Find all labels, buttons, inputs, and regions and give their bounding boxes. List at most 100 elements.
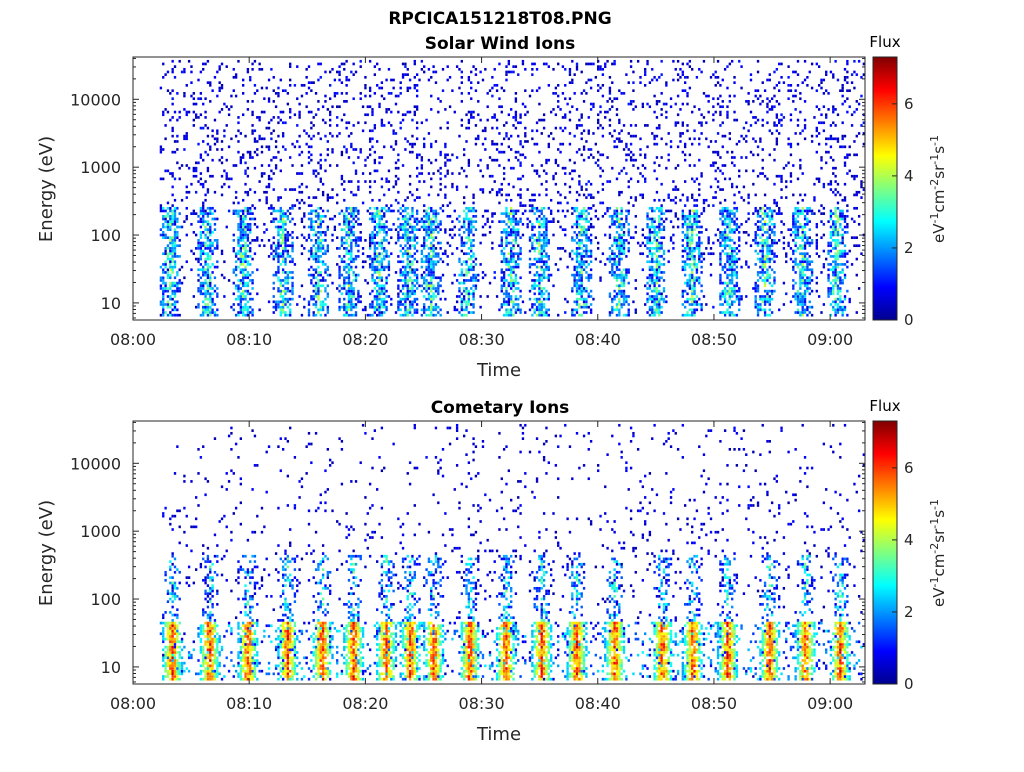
spectrogram-cell: [498, 105, 501, 109]
spectrogram-cell: [300, 198, 304, 202]
spectrogram-cell: [401, 236, 405, 240]
spectrogram-cell: [173, 231, 177, 234]
spectrogram-cell: [646, 241, 649, 245]
spectrogram-cell: [648, 236, 652, 240]
spectrogram-cell: [204, 220, 207, 223]
spectrogram-cell: [399, 303, 402, 306]
spectrogram-cell: [458, 257, 461, 261]
spectrogram-cell: [627, 102, 630, 106]
spectrogram-cell: [505, 70, 508, 74]
spectrogram-cell: [601, 201, 605, 205]
spectrogram-cell: [444, 156, 447, 159]
spectrogram-cell: [418, 220, 421, 223]
spectrogram-cell: [510, 297, 513, 301]
spectrogram-cell: [239, 260, 243, 264]
spectrogram-cell: [571, 289, 574, 293]
spectrogram-cell: [298, 295, 301, 298]
spectrogram-cell: [192, 124, 195, 127]
spectrogram-cell: [430, 161, 433, 165]
spectrogram-cell: [430, 295, 433, 298]
spectrogram-cell: [404, 148, 407, 151]
spectrogram-cell: [246, 263, 250, 266]
spectrogram-cell: [368, 206, 372, 210]
spectrogram-cell: [571, 78, 574, 82]
spectrogram-cell: [557, 220, 560, 223]
spectrogram-cell: [665, 142, 668, 146]
spectrogram-cell: [547, 220, 550, 223]
spectrogram-cell: [173, 220, 177, 223]
spectrogram-cell: [350, 209, 353, 213]
spectrogram-cell: [380, 303, 384, 306]
spectrogram-cell: [627, 81, 630, 84]
spectrogram-cell: [234, 134, 238, 138]
spectrogram-cell: [517, 305, 520, 309]
spectrogram-cell: [244, 244, 247, 248]
spectrogram-cell: [552, 92, 555, 95]
spectrogram-cell: [653, 161, 656, 165]
spectrogram-cell: [465, 252, 468, 256]
spectrogram-cell: [521, 204, 525, 207]
spectrogram-cell: [383, 247, 386, 250]
spectrogram-cell: [406, 222, 409, 226]
spectrogram-cell: [326, 249, 329, 253]
spectrogram-cell: [270, 118, 273, 122]
spectrogram-cell: [691, 255, 694, 258]
spectrogram-cell: [289, 260, 292, 264]
spectrogram-cell: [564, 297, 567, 301]
spectrogram-cell: [249, 305, 252, 309]
spectrogram-cell: [289, 110, 292, 114]
spectrogram-cell: [423, 247, 426, 250]
spectrogram-cell: [434, 217, 438, 221]
spectrogram-cell: [658, 209, 661, 213]
spectrogram-cell: [552, 284, 555, 288]
spectrogram-cell: [545, 228, 548, 231]
spectrogram-cell: [256, 89, 259, 93]
spectrogram-cell: [408, 244, 412, 248]
spectrogram-cell: [437, 305, 440, 309]
spectrogram-cell: [587, 225, 590, 229]
spectrogram-cell: [458, 214, 461, 218]
spectrogram-cell: [338, 247, 341, 250]
spectrogram-cell: [559, 201, 562, 205]
spectrogram-cell: [171, 239, 174, 242]
spectrogram-cell: [542, 311, 546, 314]
spectrogram-cell: [441, 289, 445, 293]
spectrogram-cell: [312, 220, 315, 223]
spectrogram-cell: [378, 225, 381, 229]
spectrogram-cell: [242, 281, 245, 285]
spectrogram-cell: [683, 158, 687, 162]
spectrogram-cell: [479, 118, 482, 122]
spectrogram-cell: [695, 209, 699, 213]
spectrogram-cell: [573, 268, 576, 272]
spectrogram-cell: [545, 311, 548, 314]
spectrogram-cell: [521, 233, 525, 237]
spectrogram-cell: [472, 260, 475, 264]
spectrogram-cell: [538, 174, 541, 178]
spectrogram-cell: [639, 153, 642, 157]
spectrogram-cell: [340, 228, 344, 231]
spectrogram-cell: [420, 273, 424, 277]
spectrogram-cell: [601, 94, 605, 98]
spectrogram-cell: [223, 169, 226, 173]
spectrogram-cell: [347, 225, 351, 229]
spectrogram-cell: [387, 273, 391, 277]
spectrogram-cell: [658, 228, 661, 231]
spectrogram-cell: [505, 214, 508, 218]
spectrogram-cell: [411, 271, 414, 274]
spectrogram-cell: [460, 271, 463, 274]
spectrogram-cell: [277, 260, 280, 264]
spectrogram-cell: [206, 220, 210, 223]
spectrogram-cell: [535, 260, 539, 264]
spectrogram-cell: [368, 239, 372, 242]
spectrogram-cell: [500, 231, 503, 234]
spectrogram-cell: [310, 297, 313, 301]
spectrogram-cell: [291, 142, 294, 146]
spectrogram-cell: [477, 137, 480, 141]
spectrogram-cell: [425, 220, 428, 223]
spectrogram-cell: [430, 255, 433, 258]
spectrogram-cell: [324, 252, 327, 256]
spectrogram-cell: [587, 78, 590, 82]
spectrogram-cell: [627, 132, 630, 135]
spectrogram-cell: [277, 94, 280, 98]
spectrogram-cell: [651, 268, 654, 272]
